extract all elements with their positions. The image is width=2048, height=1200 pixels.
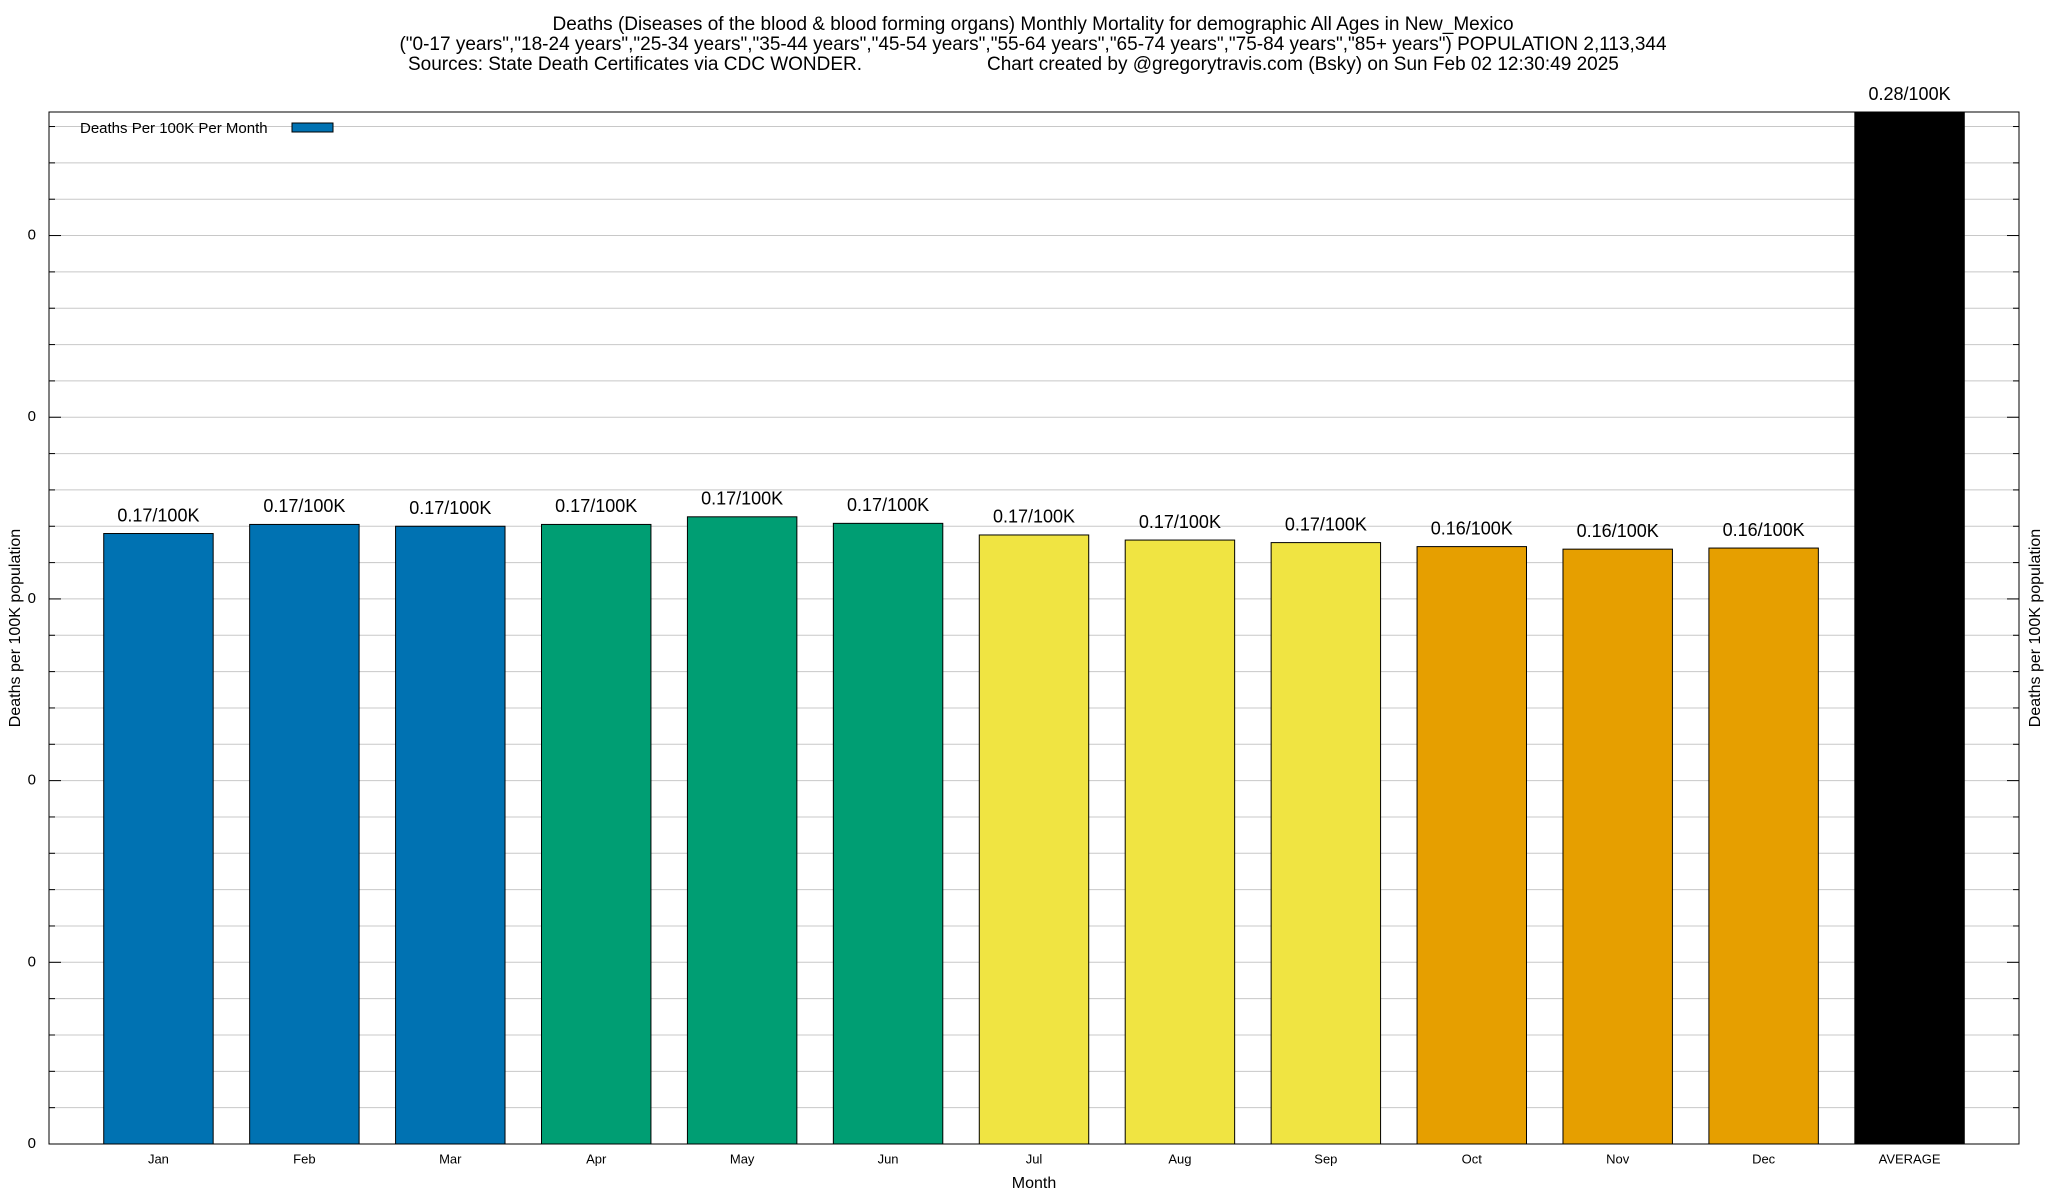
y-tick-label: 0 xyxy=(28,772,36,789)
x-tick-label: Jul xyxy=(1026,1151,1043,1166)
value-label: 0.17/100K xyxy=(847,495,929,515)
value-label: 0.16/100K xyxy=(1431,518,1513,538)
x-tick-label: Mar xyxy=(439,1151,462,1166)
plot-frame xyxy=(48,111,2020,1145)
x-tick-label: Aug xyxy=(1168,1151,1191,1166)
bar xyxy=(395,525,506,1145)
x-tick-label: Apr xyxy=(586,1151,607,1166)
x-tick-label: Dec xyxy=(1752,1151,1776,1166)
bar xyxy=(541,523,652,1145)
bar xyxy=(1270,542,1382,1145)
bar xyxy=(1854,111,1965,1145)
bar xyxy=(686,516,798,1145)
y2-axis-label: Deaths per 100K population xyxy=(2027,529,2044,727)
chart-subtitle: ("0-17 years","18-24 years","25-34 years… xyxy=(399,34,1667,55)
value-label: 0.28/100K xyxy=(1869,84,1951,104)
value-label: 0.17/100K xyxy=(1285,514,1367,534)
bar xyxy=(832,522,944,1145)
source: Sources: State Death Certificates via CD… xyxy=(408,54,862,75)
y-tick-label: 0 xyxy=(28,953,36,970)
x-tick-label: Jun xyxy=(878,1151,899,1166)
value-label: 0.17/100K xyxy=(1139,512,1221,532)
credit: Chart created by @gregorytravis.com (Bsk… xyxy=(987,54,1619,75)
bar xyxy=(1416,546,1527,1145)
value-label: 0.17/100K xyxy=(555,496,637,516)
x-tick-label: Feb xyxy=(293,1151,315,1166)
value-label: 0.17/100K xyxy=(409,498,491,518)
y-axis-label: Deaths per 100K population xyxy=(7,529,24,727)
bar xyxy=(249,523,360,1145)
x-tick-label: May xyxy=(730,1151,755,1166)
value-label: 0.17/100K xyxy=(117,505,199,525)
bar xyxy=(1708,547,1819,1145)
value-label: 0.17/100K xyxy=(993,507,1075,527)
y-tick-label: 0 xyxy=(28,1135,36,1152)
y-tick-label: 0 xyxy=(28,408,36,425)
legend-label: Deaths Per 100K Per Month xyxy=(80,120,268,137)
chart-title: Deaths (Diseases of the blood & blood fo… xyxy=(552,14,1513,35)
bar xyxy=(1124,539,1236,1145)
x-tick-label: Sep xyxy=(1314,1151,1337,1166)
bar xyxy=(103,533,214,1145)
value-label: 0.17/100K xyxy=(263,496,345,516)
value-label: 0.16/100K xyxy=(1723,520,1805,540)
legend-swatch xyxy=(291,122,334,133)
x-tick-label: Oct xyxy=(1462,1151,1483,1166)
x-tick-label: Nov xyxy=(1606,1151,1630,1166)
y-tick-label: 0 xyxy=(28,590,36,607)
x-tick-label: Jan xyxy=(148,1151,169,1166)
y-tick-label: 0 xyxy=(28,227,36,244)
bar xyxy=(1562,548,1673,1145)
x-tick-label: AVERAGE xyxy=(1879,1151,1941,1166)
bar xyxy=(978,534,1090,1145)
value-label: 0.16/100K xyxy=(1577,521,1659,541)
x-axis-label: Month xyxy=(1012,1175,1056,1192)
value-label: 0.17/100K xyxy=(701,489,783,509)
